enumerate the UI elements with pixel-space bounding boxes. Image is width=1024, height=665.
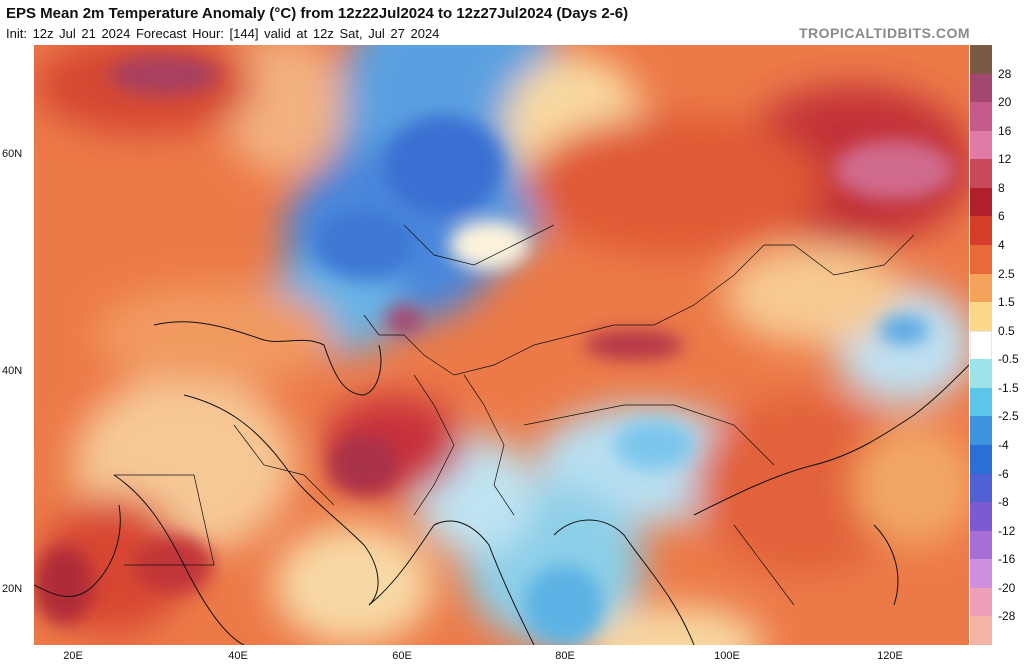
colorbar-label: 6 (998, 209, 1005, 224)
colorbar-label: -12 (998, 523, 1016, 538)
colorbar-swatch (970, 216, 992, 246)
colorbar-label: -0.5 (998, 352, 1019, 367)
colorbar-swatch (970, 302, 992, 332)
colorbar-swatch (970, 187, 992, 217)
colorbar-swatch (970, 416, 992, 446)
colorbar-label: -28 (998, 609, 1016, 624)
country-borders (114, 224, 915, 606)
latitude-label-40n: 40N (2, 365, 23, 377)
colorbar-swatch (970, 559, 992, 589)
colorbar-label: -20 (998, 580, 1016, 595)
colorbar-label: 2.5 (998, 266, 1015, 281)
longitude-label-120e: 120E (877, 650, 903, 662)
colorbar-swatch (970, 387, 992, 417)
colorbar-swatch (970, 245, 992, 275)
colorbar-label: 28 (998, 66, 1012, 81)
anomaly-field-detail (34, 55, 954, 645)
temperature-anomaly-map (34, 45, 969, 645)
colorbar-label: -8 (998, 495, 1009, 510)
colorbar-label: 8 (998, 180, 1005, 195)
colorbar-label: 1.5 (998, 295, 1015, 310)
colorbar-swatch (970, 502, 992, 532)
latitude-label-20n: 20N (2, 583, 23, 595)
colorbar-swatch (970, 330, 992, 360)
colorbar-label: -16 (998, 552, 1016, 567)
colorbar-swatch (970, 73, 992, 103)
map-title: EPS Mean 2m Temperature Anomaly (°C) fro… (6, 5, 629, 22)
colorbar-label: -2.5 (998, 409, 1019, 424)
colorbar-label: 0.5 (998, 323, 1015, 338)
map-canvas (34, 45, 969, 645)
colorbar-swatch (970, 273, 992, 303)
longitude-label-60e: 60E (392, 650, 412, 662)
colorbar (970, 45, 992, 646)
latitude-label-60n: 60N (2, 148, 23, 160)
longitude-label-100e: 100E (714, 650, 740, 662)
colorbar-swatch (970, 445, 992, 475)
colorbar-swatch (970, 130, 992, 160)
longitude-label-80e: 80E (555, 650, 575, 662)
colorbar-swatch (970, 473, 992, 503)
colorbar-swatch (970, 45, 992, 75)
longitude-label-40e: 40E (228, 650, 248, 662)
colorbar-label: 16 (998, 123, 1012, 138)
colorbar-label: 20 (998, 95, 1012, 110)
source-watermark: TROPICALTIDBITS.COM (798, 25, 970, 41)
longitude-label-20e: 20E (63, 650, 83, 662)
colorbar-label: 12 (998, 152, 1012, 167)
colorbar-label: 4 (998, 238, 1005, 252)
colorbar-swatch (970, 616, 992, 646)
colorbar-label: -6 (998, 466, 1009, 481)
colorbar-swatch (970, 359, 992, 389)
colorbar-label: -4 (998, 438, 1009, 452)
map-subtitle: Init: 12z Jul 21 2024 Forecast Hour: [14… (6, 26, 440, 41)
colorbar-label: -1.5 (998, 380, 1019, 395)
colorbar-swatch (970, 587, 992, 617)
colorbar-swatch (970, 159, 992, 189)
colorbar-swatch (970, 530, 992, 560)
colorbar-swatch (970, 102, 992, 132)
